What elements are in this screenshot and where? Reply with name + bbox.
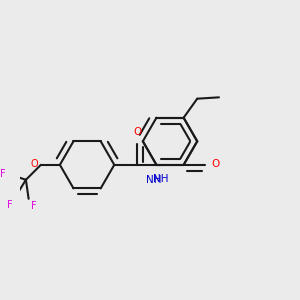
- Text: O: O: [133, 127, 142, 137]
- Text: O: O: [211, 159, 220, 169]
- Text: F: F: [31, 201, 37, 211]
- Text: O: O: [31, 159, 38, 169]
- Text: F: F: [1, 169, 6, 179]
- Text: NH: NH: [146, 175, 162, 185]
- Text: F: F: [7, 200, 13, 210]
- Text: NH: NH: [153, 174, 168, 184]
